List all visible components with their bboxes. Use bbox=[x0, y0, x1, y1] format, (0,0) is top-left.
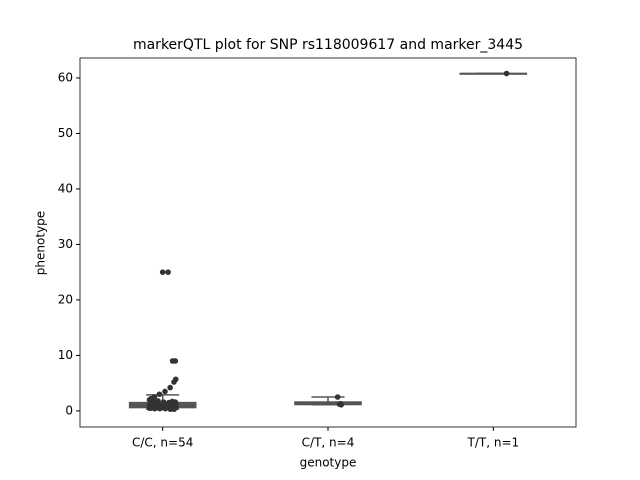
y-tick-label: 50 bbox=[58, 126, 73, 140]
data-point bbox=[503, 70, 510, 77]
data-point bbox=[172, 358, 179, 364]
y-tick-label: 20 bbox=[58, 292, 73, 306]
y-tick-label: 60 bbox=[58, 70, 73, 84]
data-point bbox=[334, 394, 341, 400]
data-point bbox=[336, 401, 343, 408]
y-axis-label: phenotype bbox=[34, 211, 48, 275]
data-point bbox=[171, 379, 177, 385]
data-point bbox=[151, 405, 158, 412]
x-tick-label: C/C, n=54 bbox=[132, 436, 193, 450]
data-point bbox=[165, 269, 171, 275]
y-tick-label: 10 bbox=[58, 348, 73, 362]
x-tick-label: C/T, n=4 bbox=[302, 436, 355, 450]
data-point bbox=[164, 403, 171, 409]
y-tick-label: 30 bbox=[58, 237, 73, 251]
data-point bbox=[171, 406, 177, 413]
x-tick-label: T/T, n=1 bbox=[467, 436, 520, 450]
data-point bbox=[162, 388, 168, 395]
data-point bbox=[156, 391, 163, 398]
data-point bbox=[159, 269, 166, 275]
data-point bbox=[167, 384, 173, 391]
data-point bbox=[154, 401, 160, 408]
chart-title: markerQTL plot for SNP rs118009617 and m… bbox=[133, 37, 523, 53]
y-tick-label: 40 bbox=[58, 181, 73, 195]
data-point bbox=[169, 398, 176, 405]
plot-frame bbox=[79, 57, 577, 428]
x-axis-label: genotype bbox=[300, 456, 357, 470]
y-tick-label: 0 bbox=[65, 403, 73, 417]
data-point bbox=[159, 402, 166, 408]
